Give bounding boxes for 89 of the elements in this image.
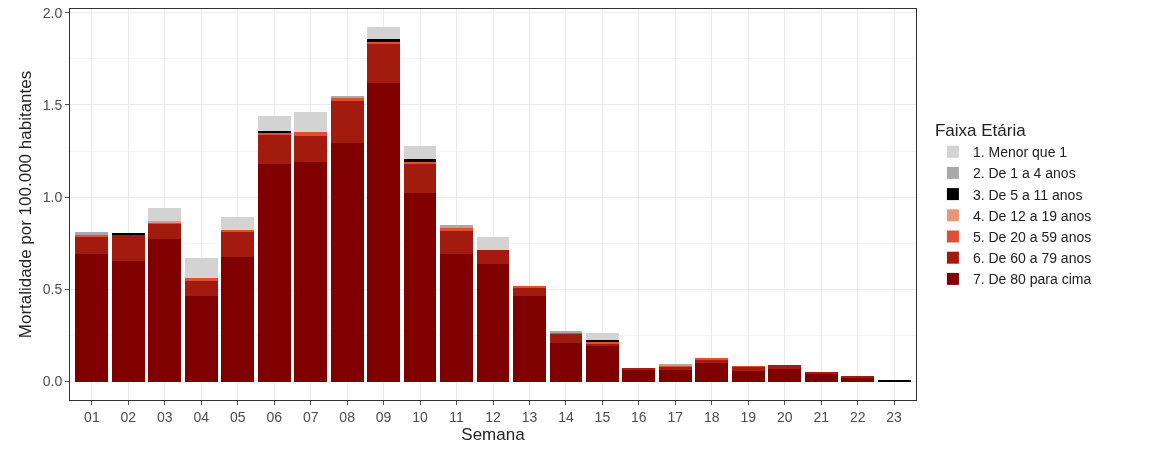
bar [768, 368, 802, 382]
x-tick-label: 18 [704, 408, 720, 425]
x-tick-label: 16 [631, 408, 647, 425]
legend-label: 1. Menor que 1 [972, 144, 1068, 161]
bar [549, 342, 583, 382]
bar [294, 162, 328, 382]
y-tick-label: 1.0 [42, 189, 63, 206]
bar [440, 254, 473, 382]
bar [731, 371, 765, 382]
legend-label: 7. De 80 para cima [972, 271, 1092, 288]
bar [184, 278, 218, 281]
bar [257, 163, 291, 382]
bar [148, 208, 182, 222]
y-tick-label: 1.5 [42, 96, 63, 113]
bar [184, 295, 218, 382]
bar [75, 254, 109, 382]
bar [221, 231, 255, 258]
bar [549, 333, 583, 343]
bar [221, 217, 255, 231]
x-tick-label: 10 [412, 408, 429, 425]
bar [330, 101, 364, 143]
bar [294, 136, 328, 163]
bar [804, 371, 838, 375]
x-tick-label: 06 [266, 408, 283, 425]
x-tick-label: 15 [594, 408, 611, 425]
x-tick-label: 07 [302, 408, 319, 425]
bar [440, 231, 473, 255]
bar [221, 257, 255, 382]
x-tick-label: 04 [193, 408, 210, 425]
bar [731, 366, 765, 372]
bar [585, 345, 619, 382]
legend-label: 2. De 1 a 4 anos [972, 165, 1076, 182]
bar [111, 234, 145, 261]
bar [367, 82, 401, 382]
bar [695, 363, 729, 382]
x-axis-title: Semana [461, 425, 526, 445]
legend-title: Faixa Etária [934, 121, 1027, 141]
y-tick-label: 0.0 [42, 373, 63, 390]
x-tick-label: 19 [740, 408, 757, 425]
x-tick-label: 11 [449, 408, 464, 425]
bar [585, 333, 619, 340]
legend-label: 6. De 60 a 79 anos [972, 250, 1092, 267]
bar [184, 257, 218, 279]
y-axis-title: Mortalidade por 100.000 habitantes [16, 70, 36, 339]
legend-label: 3. De 5 a 11 anos [972, 186, 1083, 203]
bar [476, 249, 510, 264]
bar [440, 228, 473, 232]
x-tick-label: 20 [776, 408, 793, 425]
x-tick-label: 05 [229, 408, 246, 425]
legend-label: 4. De 12 a 19 anos [972, 207, 1092, 224]
x-tick-label: 03 [157, 408, 173, 425]
bar [148, 238, 182, 382]
y-tick-label: 2.0 [42, 4, 63, 21]
x-tick-label: 17 [667, 408, 684, 425]
bar [768, 364, 802, 369]
bar [148, 223, 182, 239]
y-tick-label: 0.5 [42, 281, 63, 298]
x-tick-label: 13 [521, 408, 538, 425]
bar [257, 115, 291, 131]
bar [513, 287, 546, 296]
bar [658, 370, 692, 382]
x-tick-label: 14 [558, 408, 574, 425]
bar [367, 44, 401, 83]
bar [622, 370, 656, 382]
bar [111, 260, 145, 382]
bar [75, 236, 109, 255]
x-tick-label: 22 [849, 408, 866, 425]
x-tick-label: 23 [886, 408, 903, 425]
bar [403, 193, 437, 382]
bar [330, 142, 364, 382]
bar [804, 374, 838, 382]
bar [367, 27, 401, 40]
x-tick-label: 12 [485, 408, 501, 425]
bar [841, 377, 875, 382]
bar [403, 163, 437, 194]
x-tick-label: 09 [375, 408, 392, 425]
x-tick-label: 21 [813, 408, 830, 425]
bar [257, 135, 291, 164]
x-tick-label: 08 [339, 408, 356, 425]
bar [294, 112, 328, 132]
bar [403, 146, 437, 160]
bar [476, 236, 510, 250]
bar [476, 263, 510, 382]
bar [513, 295, 546, 382]
bar [695, 357, 729, 360]
x-tick-label: 01 [84, 408, 100, 425]
legend-label: 5. De 20 a 59 anos [972, 228, 1092, 245]
x-tick-label: 02 [120, 408, 137, 425]
bar [184, 280, 218, 296]
